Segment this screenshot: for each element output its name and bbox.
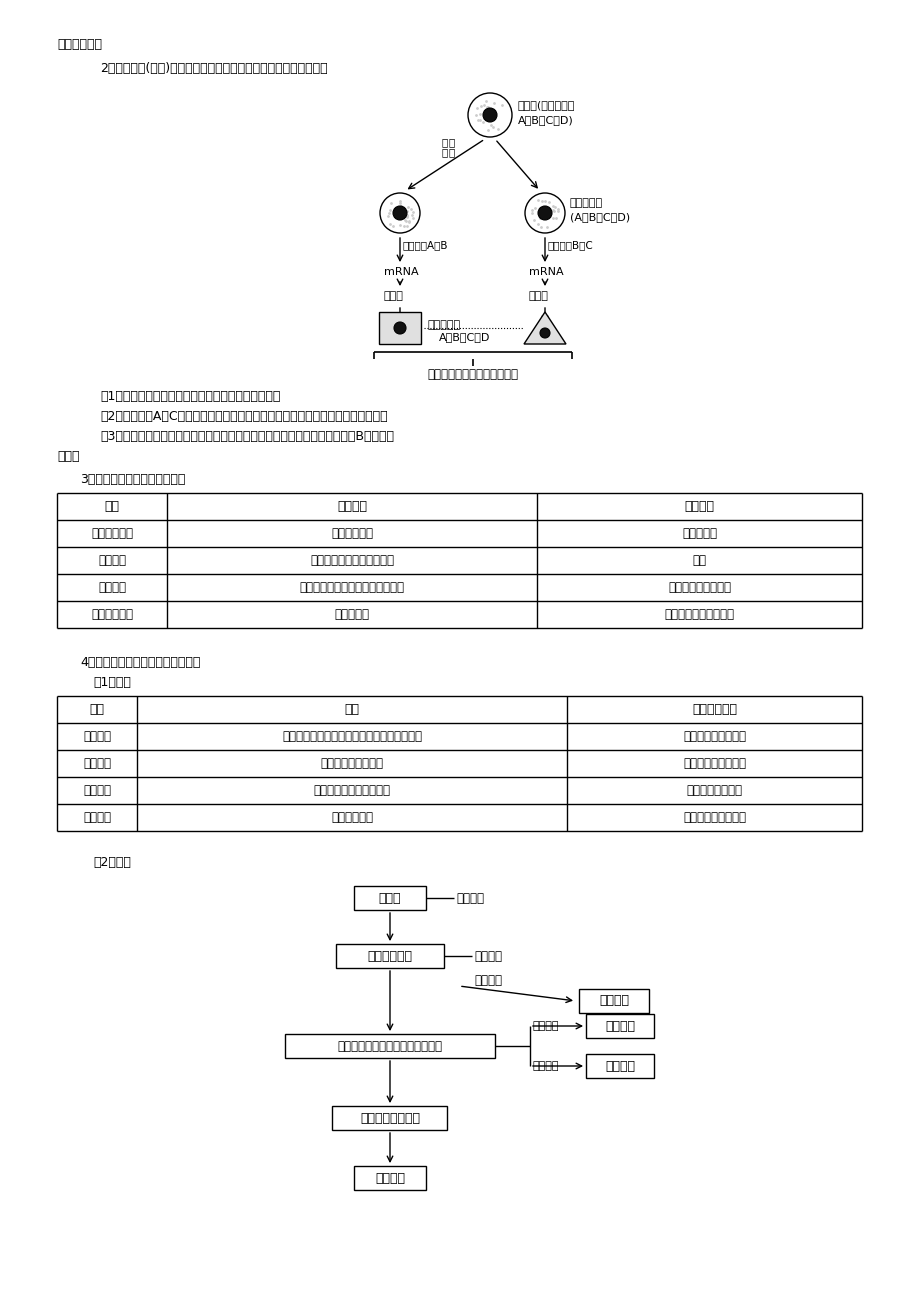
Text: 细胞坏死: 细胞坏死 (684, 500, 714, 513)
Text: 结果: 结果 (344, 703, 359, 716)
Text: 4．细胞生命历程各过程之间的关系: 4．细胞生命历程各过程之间的关系 (80, 656, 200, 669)
Text: 正常死亡: 正常死亡 (532, 1021, 559, 1031)
Text: A、B、C、D): A、B、C、D) (517, 115, 573, 125)
Circle shape (482, 108, 496, 122)
Text: 细胞癌变: 细胞癌变 (598, 995, 629, 1008)
Text: 形态变化: 形态变化 (98, 553, 126, 566)
Text: 畸形分化: 畸形分化 (473, 974, 502, 987)
Text: 无直接关系: 无直接关系 (681, 527, 716, 540)
FancyBboxPatch shape (332, 1105, 447, 1130)
Text: 表达基因A、B: 表达基因A、B (403, 240, 448, 250)
FancyBboxPatch shape (285, 1034, 494, 1059)
Text: 有丝分裂: 有丝分裂 (456, 892, 483, 905)
Polygon shape (524, 312, 565, 344)
Text: 细胞分裂: 细胞分裂 (83, 730, 111, 743)
Text: 对机体的影响: 对机体的影响 (91, 608, 133, 621)
Text: 表达基因B、C: 表达基因B、C (548, 240, 593, 250)
Text: 形成能无限增殖的癌细胞: 形成能无限增殖的癌细胞 (313, 784, 390, 797)
Text: 细胞凋亡: 细胞凋亡 (336, 500, 367, 513)
Text: 遗传物质复制后均分: 遗传物质复制后均分 (682, 730, 745, 743)
Text: mRNA: mRNA (383, 267, 418, 277)
Circle shape (538, 206, 551, 220)
Text: 许多相同细胞: 许多相同细胞 (367, 949, 412, 962)
Text: 是基因控制的: 是基因控制的 (331, 527, 372, 540)
Text: 细: 细 (441, 137, 448, 147)
Text: （2）联系: （2）联系 (93, 855, 130, 868)
Text: （1）区别: （1）区别 (93, 676, 130, 689)
Text: 3．细胞凋亡、细胞坏死的比较: 3．细胞凋亡、细胞坏死的比较 (80, 473, 185, 486)
Text: 细胞凋亡: 细胞凋亡 (605, 1019, 634, 1032)
Text: 影响因素: 影响因素 (98, 581, 126, 594)
Text: 遗传物质变化: 遗传物质变化 (691, 703, 736, 716)
FancyBboxPatch shape (354, 885, 425, 910)
Text: 细胞坏死: 细胞坏死 (605, 1060, 634, 1073)
FancyBboxPatch shape (354, 1167, 425, 1190)
Text: 形态、结构、生理功能不同的细胞: 形态、结构、生理功能不同的细胞 (337, 1039, 442, 1052)
Circle shape (525, 193, 564, 233)
Text: A、B、C、D: A、B、C、D (438, 332, 490, 342)
Text: 组织、器官、系统: 组织、器官、系统 (359, 1112, 420, 1125)
Text: 与基因的关系: 与基因的关系 (91, 527, 133, 540)
Text: 遗传物质发生改变: 遗传物质发生改变 (686, 784, 742, 797)
FancyBboxPatch shape (335, 944, 444, 967)
Text: 遗传物质不发生改变: 遗传物质不发生改变 (682, 811, 745, 824)
Text: 遗传物质不发生改变: 遗传物质不发生改变 (682, 756, 745, 769)
Text: 细胞癌变: 细胞癌变 (83, 784, 111, 797)
Text: 细胞分化: 细胞分化 (83, 756, 111, 769)
Circle shape (380, 193, 420, 233)
Text: 2．遗传信息(基因)在细胞分裂和分化过程中传递和表达情况的图解: 2．遗传信息(基因)在细胞分裂和分化过程中传递和表达情况的图解 (100, 62, 327, 76)
Circle shape (393, 322, 405, 335)
Text: 表达。: 表达。 (57, 450, 79, 464)
Text: 可形成不同组织器官: 可形成不同组织器官 (320, 756, 383, 769)
Text: （3）细胞分化过程中，并不是所有的基因表达情况都不相同，如图中的基因B都发生了: （3）细胞分化过程中，并不是所有的基因表达情况都不相同，如图中的基因B都发生了 (100, 430, 393, 443)
Text: 细胞的形态、结构和功能不同: 细胞的形态、结构和功能不同 (427, 368, 518, 381)
FancyBboxPatch shape (585, 1014, 653, 1038)
Text: 项目: 项目 (105, 500, 119, 513)
Text: 蛋白质: 蛋白质 (528, 292, 549, 301)
Text: 细胞正常死亡: 细胞正常死亡 (331, 811, 372, 824)
Text: mRNA: mRNA (528, 267, 563, 277)
Text: 分化的基础。: 分化的基础。 (57, 38, 102, 51)
Text: 受精卵(含全套基因: 受精卵(含全套基因 (517, 100, 574, 109)
Text: 对机体有利: 对机体有利 (335, 608, 369, 621)
Text: 受严格的由基因决定的程序性调控: 受严格的由基因决定的程序性调控 (300, 581, 404, 594)
Text: 单细胞生物完成生殖，多细胞生物产生新细胞: 单细胞生物完成生殖，多细胞生物产生新细胞 (282, 730, 422, 743)
Text: 裂: 裂 (448, 147, 455, 158)
Text: 细胞变圆，与周围细胞脱离: 细胞变圆，与周围细胞脱离 (310, 553, 393, 566)
Text: 受到急性强力伤害时: 受到急性强力伤害时 (667, 581, 731, 594)
FancyBboxPatch shape (379, 312, 421, 344)
Text: 蛋白质: 蛋白质 (383, 292, 403, 301)
Circle shape (539, 328, 550, 339)
Text: 项目: 项目 (89, 703, 105, 716)
Text: 分: 分 (448, 137, 455, 147)
Text: （2）由于基因A、C的选择性表达，图示中两个相同的细胞分化为不同种类的细胞。: （2）由于基因A、C的选择性表达，图示中两个相同的细胞分化为不同种类的细胞。 (100, 410, 387, 423)
Text: （1）经过细胞分裂和分化，细胞中的遗传信息相同。: （1）经过细胞分裂和分化，细胞中的遗传信息相同。 (100, 391, 280, 404)
Text: 受精卵: 受精卵 (379, 892, 401, 905)
Circle shape (392, 206, 406, 220)
FancyBboxPatch shape (578, 990, 648, 1013)
Text: 塌陷: 塌陷 (692, 553, 706, 566)
Text: 细胞分化: 细胞分化 (473, 949, 502, 962)
Text: 含全套基因: 含全套基因 (570, 198, 603, 208)
FancyBboxPatch shape (585, 1055, 653, 1078)
Text: 完整个体: 完整个体 (375, 1172, 404, 1185)
Text: 异常死亡: 异常死亡 (532, 1061, 559, 1072)
Text: 含全套基因: 含全套基因 (427, 320, 460, 329)
Text: 胞: 胞 (441, 147, 448, 158)
Text: 细胞衰老: 细胞衰老 (83, 811, 111, 824)
Circle shape (468, 92, 512, 137)
Text: (A、B、C、D): (A、B、C、D) (570, 212, 630, 223)
Text: 对机体有害，炎症反应: 对机体有害，炎症反应 (664, 608, 733, 621)
